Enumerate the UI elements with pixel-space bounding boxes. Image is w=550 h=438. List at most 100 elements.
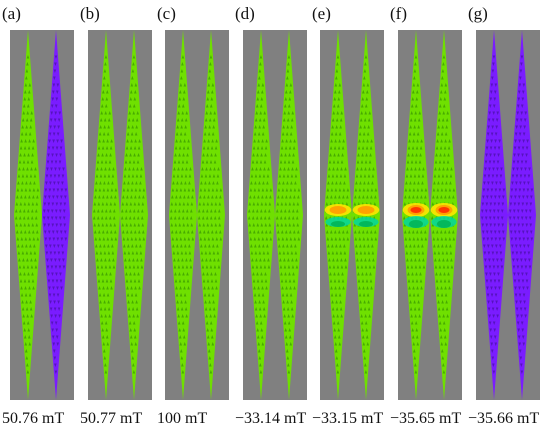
moment-arrow <box>283 104 287 108</box>
moment-arrow <box>518 342 522 346</box>
moment-arrow <box>178 279 182 283</box>
moment-arrow <box>47 209 50 213</box>
moment-arrow <box>31 202 35 206</box>
moment-arrow <box>418 314 421 318</box>
moment-arrow <box>516 111 520 115</box>
moment-arrow <box>24 188 28 192</box>
moment-arrow <box>140 265 144 269</box>
moment-arrow <box>35 223 39 227</box>
moment-arrow <box>17 174 21 178</box>
moment-arrow <box>359 181 362 185</box>
moment-arrow <box>190 223 194 227</box>
moment-arrow <box>294 181 297 185</box>
moment-arrow <box>528 265 532 269</box>
moment-arrow <box>498 237 502 241</box>
moment-arrow <box>184 244 187 248</box>
moment-arrow <box>125 230 129 234</box>
moment-arrow <box>527 251 531 255</box>
moment-arrow <box>497 202 501 206</box>
moment-arrow <box>203 195 206 199</box>
moment-arrow <box>442 363 445 367</box>
moment-arrow <box>284 279 288 283</box>
domain-wall-spot <box>438 207 450 213</box>
moment-arrow <box>487 244 490 248</box>
moment-arrow <box>211 342 215 346</box>
moment-arrow <box>30 167 33 171</box>
moment-arrow <box>215 195 218 199</box>
moment-arrow <box>444 286 447 290</box>
moment-arrow <box>257 188 261 192</box>
moment-arrow <box>130 349 134 353</box>
moment-arrow <box>249 195 252 199</box>
moment-arrow <box>211 195 214 199</box>
moment-arrow <box>31 272 34 276</box>
moment-arrow <box>18 216 22 220</box>
moment-arrow <box>443 97 447 101</box>
moment-arrow <box>44 195 47 199</box>
moment-arrow <box>50 111 54 115</box>
moment-arrow <box>181 321 185 325</box>
moment-arrow <box>517 279 521 283</box>
moment-arrow <box>209 370 213 374</box>
moment-arrow <box>121 202 125 206</box>
moment-arrow <box>362 286 365 290</box>
moment-arrow <box>436 188 440 192</box>
moment-arrow <box>441 125 444 129</box>
moment-arrow <box>182 209 185 213</box>
moment-arrow <box>434 258 437 262</box>
moment-arrow <box>49 307 53 311</box>
moment-arrow <box>127 244 130 248</box>
moment-arrow <box>440 132 444 136</box>
moment-arrow <box>439 97 443 101</box>
moment-arrow <box>183 237 187 241</box>
moment-arrow <box>441 300 444 304</box>
moment-arrow <box>331 300 334 304</box>
moment-arrow <box>265 286 268 290</box>
moment-arrow <box>124 160 128 164</box>
moment-arrow <box>445 300 448 304</box>
moment-arrow <box>497 279 501 283</box>
moment-arrow <box>54 314 57 318</box>
moment-arrow <box>291 265 295 269</box>
moment-arrow <box>185 167 188 171</box>
diamond-element-right <box>508 30 536 400</box>
moment-arrow <box>521 146 525 150</box>
moment-arrow <box>264 230 268 234</box>
moment-arrow <box>204 251 208 255</box>
moment-arrow <box>263 160 267 164</box>
moment-arrow <box>51 153 54 157</box>
moment-arrow <box>336 111 340 115</box>
moment-arrow <box>201 167 204 171</box>
moment-arrow <box>200 244 203 248</box>
moment-arrow <box>177 104 181 108</box>
moment-arrow <box>132 258 135 262</box>
moment-arrow <box>489 209 492 213</box>
moment-arrow <box>328 265 332 269</box>
moment-arrow <box>211 83 215 87</box>
moment-arrow <box>29 174 33 178</box>
moment-arrow <box>521 230 525 234</box>
moment-arrow <box>484 167 487 171</box>
moment-arrow <box>141 209 144 213</box>
domain-wall-spot <box>331 221 345 227</box>
moment-arrow <box>445 174 449 178</box>
moment-arrow <box>178 209 181 213</box>
moment-arrow <box>58 167 61 171</box>
moment-arrow <box>130 286 133 290</box>
moment-arrow <box>335 251 339 255</box>
moment-arrow <box>275 216 279 220</box>
moment-arrow <box>142 237 146 241</box>
moment-arrow <box>335 300 338 304</box>
moment-arrow <box>362 188 366 192</box>
moment-arrow <box>261 139 264 143</box>
moment-arrow <box>125 153 128 157</box>
moment-arrow <box>57 125 60 129</box>
moment-arrow <box>129 230 133 234</box>
moment-arrow <box>336 321 340 325</box>
moment-arrow <box>364 258 367 262</box>
moment-arrow <box>110 195 113 199</box>
moment-arrow <box>289 132 293 136</box>
moment-arrow <box>97 272 100 276</box>
moment-arrow <box>123 174 127 178</box>
moment-arrow <box>498 188 502 192</box>
